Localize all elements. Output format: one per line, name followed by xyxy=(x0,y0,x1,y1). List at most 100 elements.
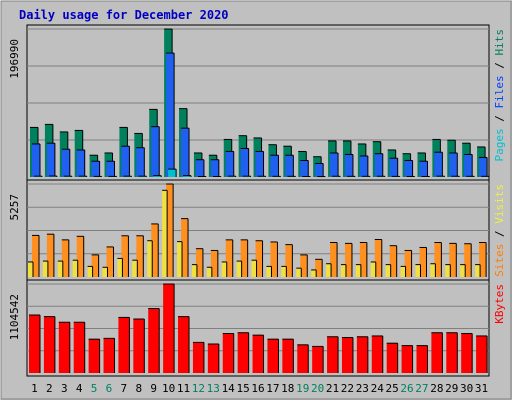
panel-bars xyxy=(28,183,487,277)
bar-kbytes xyxy=(237,332,250,373)
bar-kbytes xyxy=(461,333,473,373)
bar-files xyxy=(330,152,339,177)
bar-kbytes xyxy=(163,283,175,373)
legend-entry: Visits xyxy=(493,184,506,224)
bar-pages xyxy=(332,175,341,177)
day-label: 16 xyxy=(251,382,264,395)
panel-legend: Sites / Visits xyxy=(493,184,506,277)
bar-files xyxy=(300,159,309,177)
bar-sites xyxy=(296,267,302,277)
bar-kbytes xyxy=(327,336,339,373)
day-label: 15 xyxy=(236,382,249,395)
bar-kbytes xyxy=(118,316,130,373)
day-label: 11 xyxy=(177,382,190,395)
day-label: 4 xyxy=(76,382,83,395)
bar-kbytes xyxy=(371,335,384,373)
bar-kbytes xyxy=(341,337,354,373)
day-label: 3 xyxy=(61,382,68,395)
bar-kbytes xyxy=(446,332,458,373)
day-label: 6 xyxy=(106,382,113,395)
bar-visits xyxy=(389,245,398,277)
day-label: 25 xyxy=(386,382,399,395)
bar-visits xyxy=(419,246,427,277)
bar-sites xyxy=(102,266,109,277)
bar-sites xyxy=(385,264,392,277)
panel-bars xyxy=(29,283,488,373)
bar-pages xyxy=(272,175,281,177)
legend-entry: Files xyxy=(493,75,506,108)
day-label: 21 xyxy=(326,382,339,395)
bar-sites xyxy=(311,269,317,277)
bar-pages xyxy=(63,175,73,177)
day-label: 22 xyxy=(341,382,354,395)
bar-kbytes xyxy=(88,338,101,373)
legend-entry: / xyxy=(493,109,506,129)
bar-files xyxy=(32,143,41,177)
bar-files xyxy=(136,147,145,177)
panel-legend: Pages / Files / Hits xyxy=(493,29,506,162)
bar-pages xyxy=(227,175,237,177)
bar-files xyxy=(315,162,324,177)
bar-files xyxy=(121,145,130,177)
day-label: 10 xyxy=(162,382,175,395)
bar-files xyxy=(166,52,175,177)
bar-pages xyxy=(302,175,311,177)
bar-sites xyxy=(87,265,94,277)
bar-sites xyxy=(206,266,213,277)
chart-title: Daily usage for December 2020 xyxy=(19,8,229,22)
bar-kbytes xyxy=(386,342,399,373)
bar-files xyxy=(464,153,473,177)
bar-files xyxy=(419,160,428,177)
bar-pages xyxy=(391,175,401,177)
bar-files xyxy=(195,159,205,177)
bar-files xyxy=(479,156,488,177)
bar-files xyxy=(106,160,116,177)
bar-kbytes xyxy=(252,334,265,373)
day-label: 7 xyxy=(121,382,128,395)
bar-kbytes xyxy=(222,333,235,373)
bar-pages xyxy=(361,175,371,177)
bar-sites xyxy=(57,260,64,277)
bar-kbytes xyxy=(133,318,145,373)
bar-visits xyxy=(330,242,338,277)
day-label: 28 xyxy=(430,382,443,395)
bar-pages xyxy=(197,175,207,177)
bar-kbytes xyxy=(476,335,488,373)
bar-sites xyxy=(355,264,362,277)
panel-max-label: 5257 xyxy=(8,194,21,221)
bar-visits xyxy=(181,218,189,277)
bar-pages xyxy=(257,175,267,177)
bar-visits xyxy=(46,233,55,277)
bar-pages xyxy=(138,175,147,177)
panel-max-label: 196990 xyxy=(8,39,21,79)
bar-visits xyxy=(374,238,383,277)
bar-files xyxy=(359,155,369,177)
day-label: 26 xyxy=(400,382,413,395)
bar-kbytes xyxy=(297,344,309,373)
bar-kbytes xyxy=(267,338,279,373)
bar-sites xyxy=(162,189,168,277)
bar-visits xyxy=(315,258,323,277)
legend-entry: / xyxy=(493,56,506,76)
legend-entry: Sites xyxy=(493,244,506,277)
bar-pages xyxy=(481,175,490,177)
bar-visits xyxy=(270,241,278,277)
bar-sites xyxy=(400,265,407,277)
bar-visits xyxy=(136,235,144,277)
bar-visits xyxy=(359,242,368,277)
day-label: 9 xyxy=(150,382,157,395)
bar-sites xyxy=(177,241,183,277)
bar-pages xyxy=(48,175,58,177)
day-label: 5 xyxy=(91,382,98,395)
bar-pages xyxy=(287,175,296,177)
legend-entry: / xyxy=(493,224,506,244)
day-label: 27 xyxy=(415,382,428,395)
bar-pages xyxy=(406,175,416,177)
bar-files xyxy=(76,149,86,177)
bar-pages xyxy=(34,175,43,177)
bar-kbytes xyxy=(103,337,116,373)
bar-visits xyxy=(76,235,85,277)
bar-visits xyxy=(344,242,353,277)
bar-sites xyxy=(42,260,49,277)
